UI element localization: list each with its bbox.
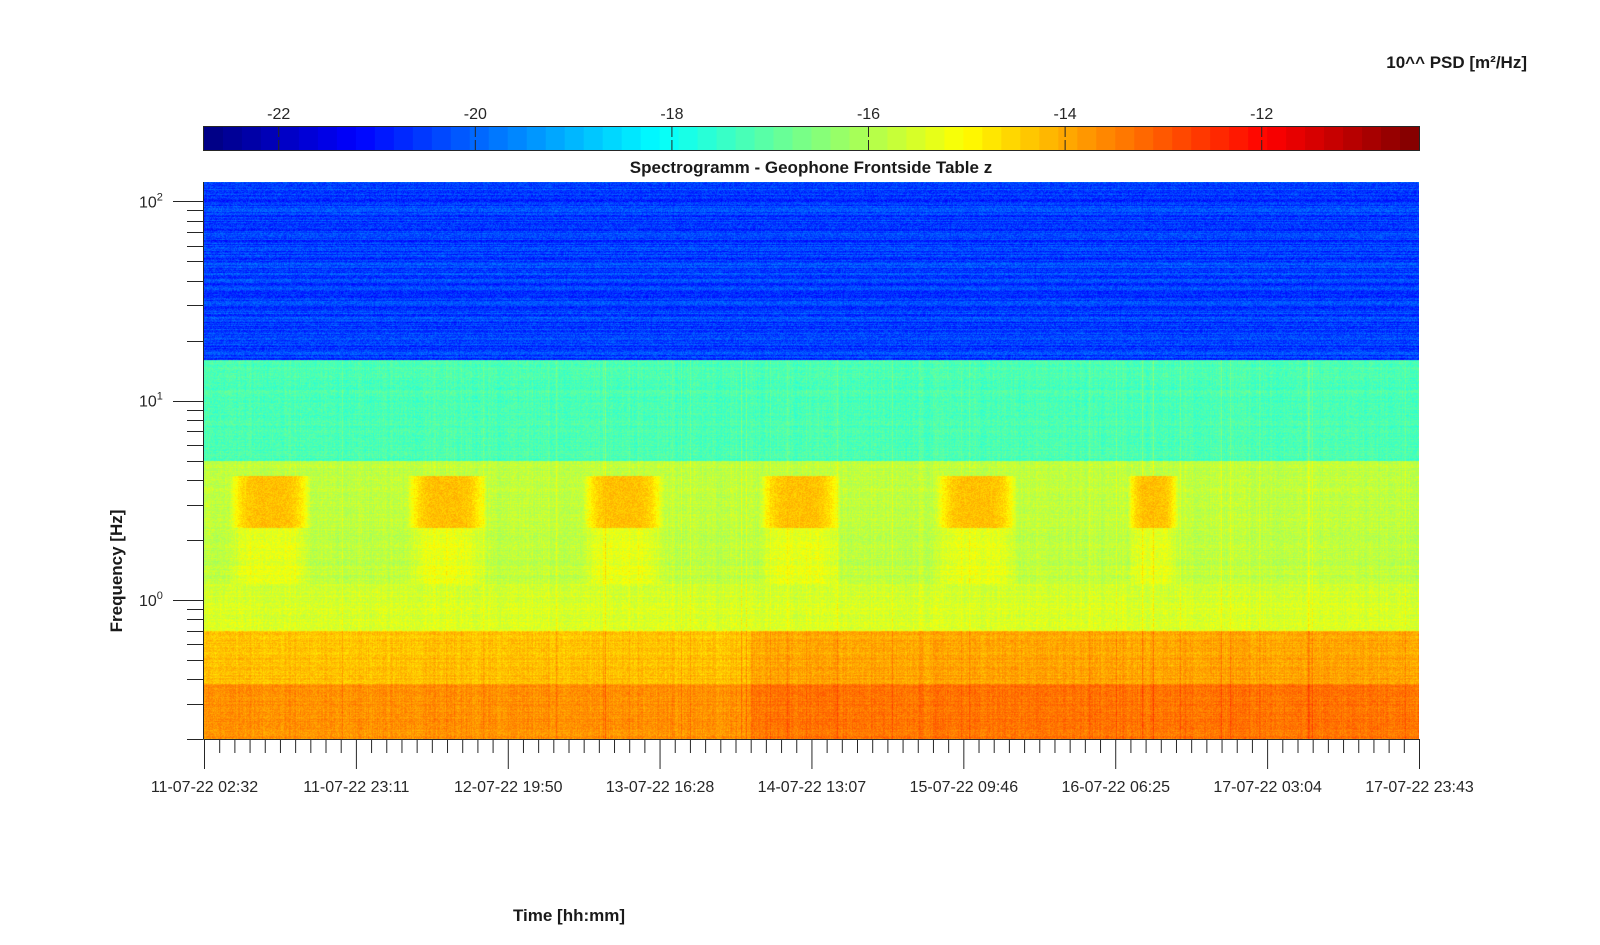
- colorbar-frame: [203, 126, 1420, 151]
- x-tick-label: 14-07-22 13:07: [758, 779, 867, 796]
- colorbar-cell: [488, 127, 509, 150]
- colorbar-cell: [773, 127, 794, 150]
- colorbar-cell: [241, 127, 262, 150]
- colorbar-cell: [659, 127, 680, 150]
- colorbar-cell: [1362, 127, 1382, 150]
- colorbar-cell: [1248, 127, 1268, 150]
- colorbar-cell: [1305, 127, 1325, 150]
- colorbar-cell: [336, 127, 357, 150]
- colorbar-cell: [204, 127, 224, 150]
- y-tick-label: 100: [139, 590, 163, 610]
- x-axis-ticks: 11-07-22 02:32 11-07-22 23:11 12-07-22 19:…: [151, 739, 1474, 796]
- y-axis-ticks: 102 101 100: [139, 191, 203, 740]
- colorbar-cell: [260, 127, 281, 150]
- colorbar-cell: [944, 127, 964, 150]
- colorbar-cell: [374, 127, 395, 150]
- x-axis: 11-07-22 02:32 11-07-22 23:11 12-07-22 19:…: [151, 739, 1474, 796]
- colorbar-tick-label: -14: [1054, 106, 1077, 123]
- colorbar-cell: [1172, 127, 1192, 150]
- colorbar-cell: [545, 127, 566, 150]
- colorbar-tick-label: -16: [857, 106, 880, 123]
- colorbar-cell: [697, 127, 718, 150]
- colorbar-cell: [279, 127, 300, 150]
- colorbar-cell: [602, 127, 623, 150]
- colorbar-gradient: [204, 127, 1420, 150]
- colorbar-cell: [1115, 127, 1135, 150]
- y-axis-label: Frequency [Hz]: [107, 510, 126, 633]
- colorbar-cell: [849, 127, 870, 150]
- colorbar-cell: [735, 127, 756, 150]
- chart-title: Spectrogramm - Geophone Frontside Table …: [630, 158, 992, 177]
- colorbar-cell: [963, 127, 983, 150]
- colorbar-cell: [469, 127, 490, 150]
- colorbar-cell: [830, 127, 851, 150]
- colorbar-cell: [393, 127, 414, 150]
- colorbar-cell: [1400, 127, 1420, 150]
- colorbar-cell: [678, 127, 699, 150]
- colorbar-cell: [412, 127, 433, 150]
- colorbar-tick-label: -20: [464, 106, 487, 123]
- colorbar-cell: [792, 127, 813, 150]
- colorbar-cell: [1324, 127, 1344, 150]
- colorbar-cell: [1381, 127, 1401, 150]
- colorbar-cell: [450, 127, 471, 150]
- colorbar-tick-label: -18: [660, 106, 683, 123]
- colorbar-cell: [640, 127, 661, 150]
- x-tick-label: 16-07-22 06:25: [1061, 779, 1170, 796]
- colorbar-cell: [317, 127, 338, 150]
- colorbar-cell: [1039, 127, 1059, 150]
- x-tick-label: 17-07-22 03:04: [1213, 779, 1322, 796]
- colorbar-cell: [222, 127, 243, 150]
- colorbar-cell: [1343, 127, 1363, 150]
- colorbar-cell: [1229, 127, 1249, 150]
- y-tick-label: 102: [139, 191, 163, 211]
- x-tick-label: 11-07-22 23:11: [303, 779, 409, 796]
- colorbar-cell: [1286, 127, 1306, 150]
- colorbar-tick-label: -12: [1250, 106, 1273, 123]
- x-tick-label: 13-07-22 16:28: [606, 779, 715, 796]
- colorbar-cell: [583, 127, 604, 150]
- colorbar-title: 10^^ PSD [m²/Hz]: [1386, 53, 1527, 72]
- y-axis: 102 101 100: [139, 182, 204, 740]
- colorbar-cell: [716, 127, 737, 150]
- colorbar-cell: [507, 127, 528, 150]
- x-tick-label: 11-07-22 02:32: [151, 779, 258, 796]
- colorbar-cell: [526, 127, 547, 150]
- colorbar-cell: [1077, 127, 1097, 150]
- colorbar-cell: [1096, 127, 1116, 150]
- colorbar-cell: [1134, 127, 1154, 150]
- colorbar-cell: [1153, 127, 1173, 150]
- colorbar-cell: [564, 127, 585, 150]
- x-tick-label: 17-07-22 23:43: [1365, 779, 1474, 796]
- colorbar-cell: [355, 127, 376, 150]
- colorbar-cell: [906, 127, 926, 150]
- y-tick-label: 101: [139, 391, 163, 411]
- colorbar-cell: [811, 127, 832, 150]
- colorbar-cell: [887, 127, 908, 150]
- colorbar-cell: [1191, 127, 1211, 150]
- x-tick-label: 12-07-22 19:50: [454, 779, 563, 796]
- colorbar: -22 -20 -18 -16 -14 -12: [203, 106, 1420, 151]
- colorbar-cell: [1267, 127, 1287, 150]
- colorbar-cell: [754, 127, 775, 150]
- colorbar-cell: [982, 127, 1002, 150]
- colorbar-ticks: -22 -20 -18 -16 -14 -12: [267, 106, 1273, 150]
- colorbar-cell: [1001, 127, 1021, 150]
- colorbar-cell: [1210, 127, 1230, 150]
- colorbar-cell: [298, 127, 319, 150]
- x-axis-label: Time [hh:mm]: [513, 906, 625, 925]
- colorbar-cell: [621, 127, 642, 150]
- spectrogram-image: [204, 182, 1419, 739]
- colorbar-cell: [868, 127, 889, 150]
- colorbar-cell: [431, 127, 452, 150]
- colorbar-cell: [1058, 127, 1078, 150]
- colorbar-tick-label: -22: [267, 106, 290, 123]
- colorbar-cell: [925, 127, 945, 150]
- colorbar-cell: [1020, 127, 1040, 150]
- x-tick-label: 15-07-22 09:46: [910, 779, 1019, 796]
